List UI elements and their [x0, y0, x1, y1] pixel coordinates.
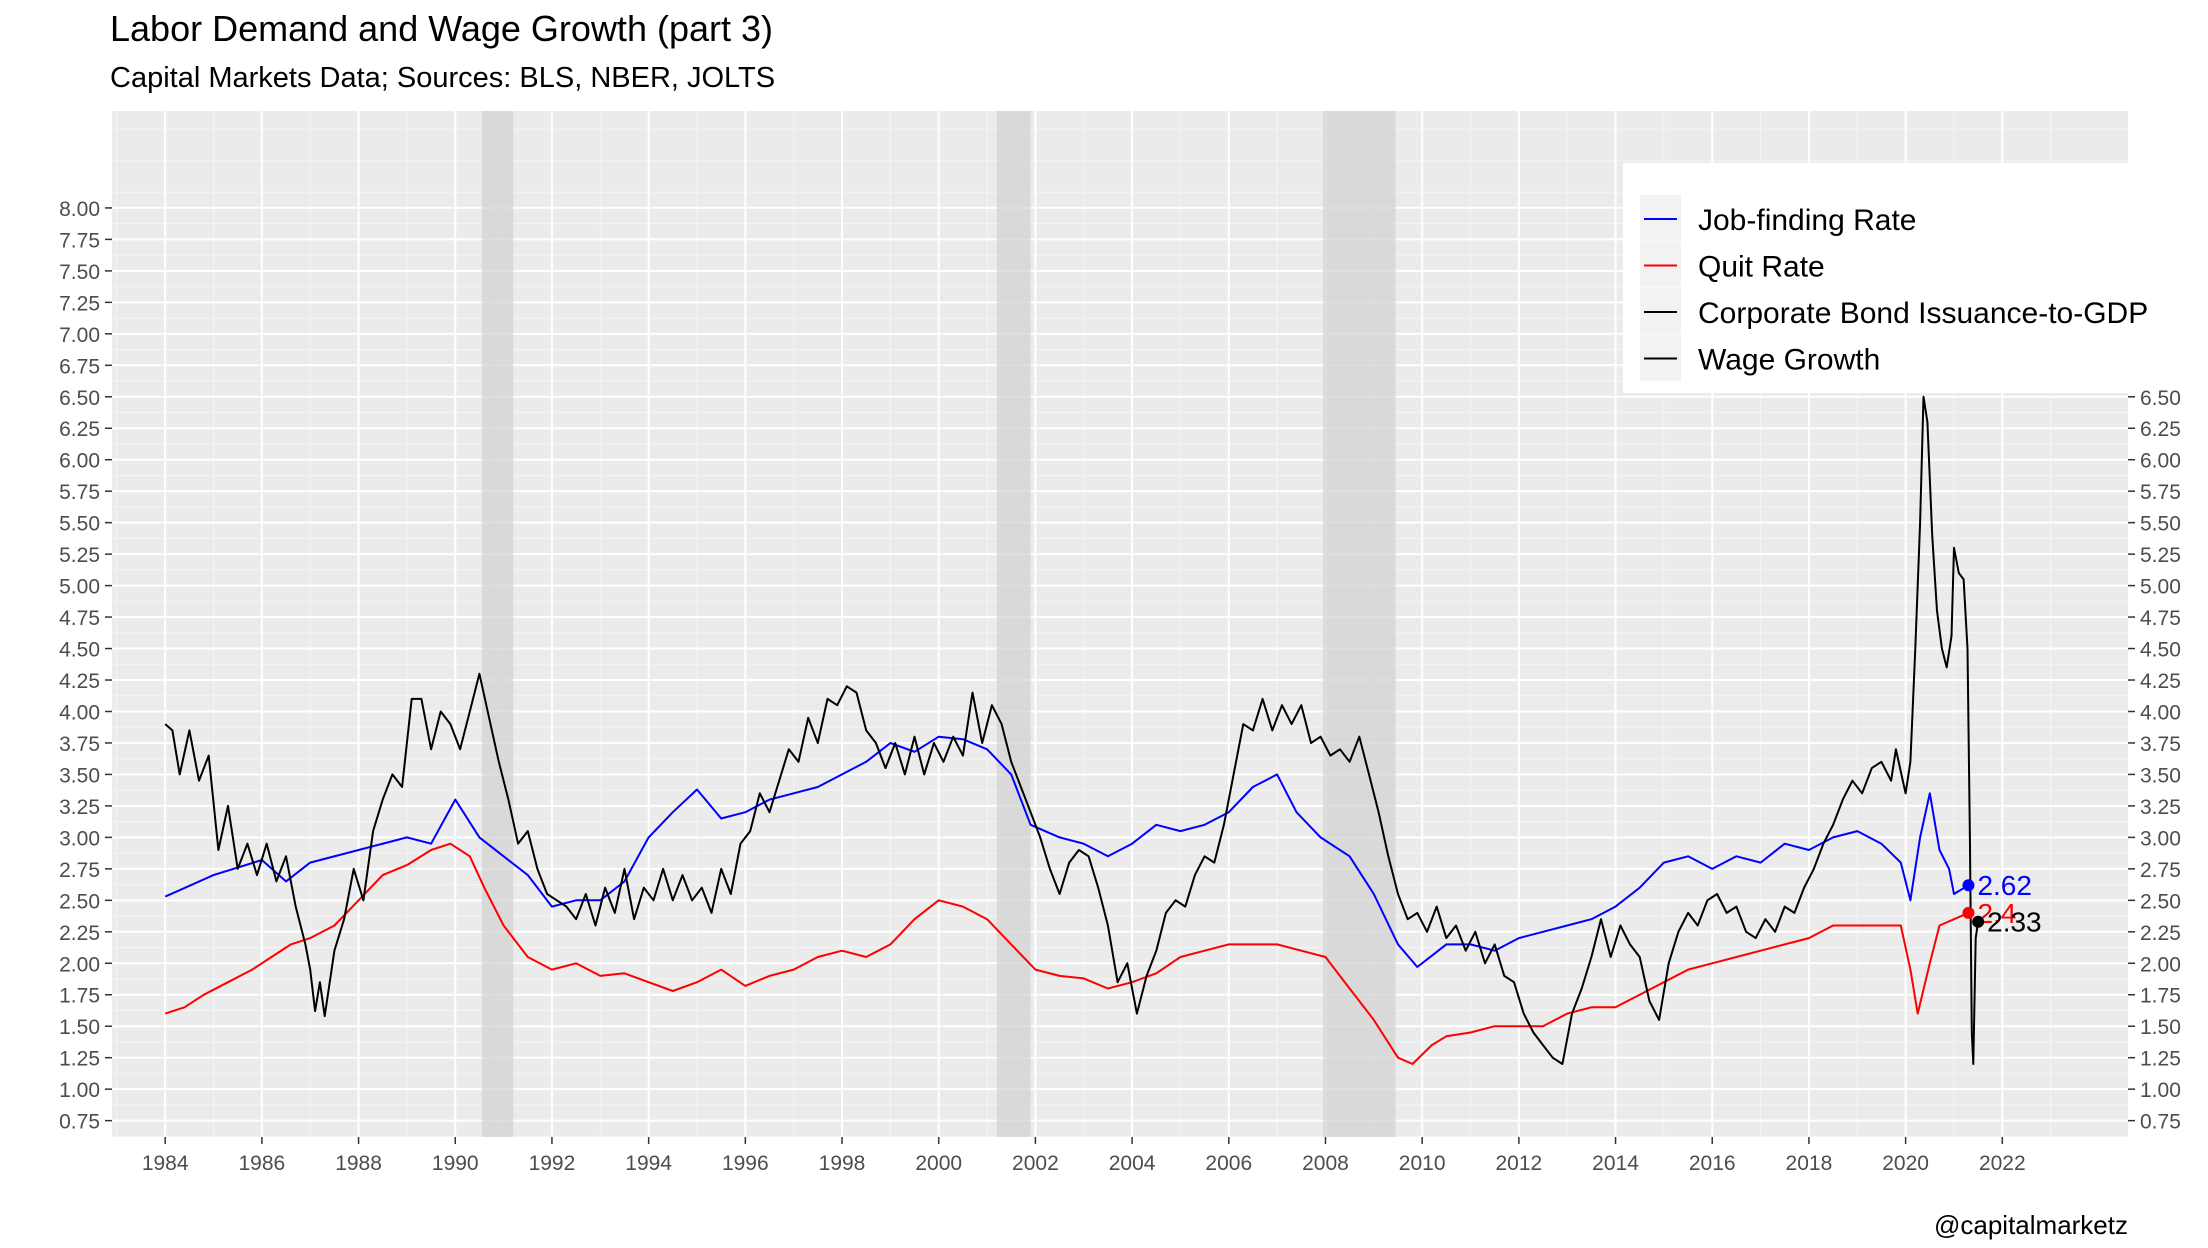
recession-band [996, 111, 1031, 1137]
y-tick-label: 5.00 [59, 576, 100, 599]
x-tick-label: 2012 [1495, 1152, 1542, 1175]
y-tick-label-right: 1.50 [2140, 1016, 2181, 1039]
y-tick-label: 6.75 [59, 355, 100, 378]
y-tick-label-right: 5.25 [2140, 544, 2181, 567]
y-tick-label: 5.25 [59, 544, 100, 567]
chart-subtitle: Capital Markets Data; Sources: BLS, NBER… [110, 62, 776, 94]
legend-label: Quit Rate [1698, 251, 1825, 284]
y-tick-label-right: 5.50 [2140, 513, 2181, 536]
y-tick-label: 1.00 [59, 1079, 100, 1102]
y-tick-label: 3.25 [59, 796, 100, 819]
y-tick-label: 7.75 [59, 229, 100, 252]
y-tick-label: 1.75 [59, 985, 100, 1008]
x-tick-label: 1986 [239, 1152, 286, 1175]
x-tick-label: 2000 [915, 1152, 962, 1175]
x-tick-label: 1998 [819, 1152, 866, 1175]
y-tick-label: 2.00 [59, 953, 100, 976]
y-tick-label-right: 3.00 [2140, 827, 2181, 850]
y-tick-label: 2.25 [59, 922, 100, 945]
series-line [164, 842, 1969, 1065]
y-tick-label: 7.50 [59, 261, 100, 284]
y-tick-label: 3.75 [59, 733, 100, 756]
y-tick-label: 2.75 [59, 859, 100, 882]
y-tick-label-right: 6.00 [2140, 450, 2181, 473]
end-value-label: 2.4 [1977, 898, 2016, 929]
x-tick-label: 1996 [722, 1152, 769, 1175]
y-tick-label-right: 2.00 [2140, 953, 2181, 976]
y-tick-label: 3.50 [59, 764, 100, 787]
y-tick-label: 3.00 [59, 827, 100, 850]
y-tick-label-right: 4.50 [2140, 639, 2181, 662]
y-tick-label-right: 4.25 [2140, 670, 2181, 693]
y-tick-label-right: 2.25 [2140, 922, 2181, 945]
y-tick-label-right: 5.00 [2140, 576, 2181, 599]
x-tick-label: 1992 [529, 1152, 576, 1175]
x-tick-label: 2018 [1786, 1152, 1833, 1175]
x-tick-label: 2010 [1399, 1152, 1446, 1175]
recession-band [481, 111, 514, 1137]
y-tick-label: 2.50 [59, 890, 100, 913]
x-tick-label: 1984 [142, 1152, 189, 1175]
y-tick-label: 0.75 [59, 1111, 100, 1134]
x-tick-label: 1994 [625, 1152, 672, 1175]
y-tick-label-right: 2.50 [2140, 890, 2181, 913]
end-point [1962, 879, 1975, 892]
y-tick-label: 1.25 [59, 1048, 100, 1071]
chart-caption: @capitalmarketz [1933, 1210, 2128, 1240]
y-tick-label: 6.00 [59, 450, 100, 473]
y-tick-label-right: 0.75 [2140, 1111, 2181, 1134]
y-tick-label-right: 1.75 [2140, 985, 2181, 1008]
y-tick-label: 4.25 [59, 670, 100, 693]
recession-band [1323, 111, 1396, 1137]
y-tick-label: 4.50 [59, 639, 100, 662]
x-tick-label: 1988 [335, 1152, 382, 1175]
y-tick-label-right: 1.25 [2140, 1048, 2181, 1071]
series-line [164, 395, 1980, 1065]
series-line [164, 735, 1970, 968]
y-tick-label-right: 6.50 [2140, 387, 2181, 410]
end-value-label: 2.33 [1987, 907, 2042, 938]
x-tick-label: 1990 [432, 1152, 479, 1175]
y-tick-label-right: 5.75 [2140, 481, 2181, 504]
y-tick-label-right: 3.75 [2140, 733, 2181, 756]
x-tick-label: 2014 [1592, 1152, 1639, 1175]
x-tick-label: 2006 [1205, 1152, 1252, 1175]
y-tick-label-right: 4.00 [2140, 701, 2181, 724]
chart-title: Labor Demand and Wage Growth (part 3) [110, 8, 773, 49]
end-point [1972, 915, 1985, 928]
end-value-label: 2.62 [1977, 870, 2032, 901]
y-tick-label: 8.00 [59, 198, 100, 221]
x-tick-label: 2016 [1689, 1152, 1736, 1175]
y-tick-label: 6.25 [59, 418, 100, 441]
x-tick-label: 2020 [1882, 1152, 1929, 1175]
legend-box [1623, 163, 2128, 393]
y-tick-label: 7.00 [59, 324, 100, 347]
x-tick-label: 2002 [1012, 1152, 1059, 1175]
y-tick-label: 6.50 [59, 387, 100, 410]
y-tick-label-right: 2.75 [2140, 859, 2181, 882]
y-tick-label: 5.75 [59, 481, 100, 504]
end-point [1962, 906, 1975, 919]
y-tick-label: 4.75 [59, 607, 100, 630]
y-tick-label: 4.00 [59, 701, 100, 724]
y-tick-label: 5.50 [59, 513, 100, 536]
y-tick-label: 1.50 [59, 1016, 100, 1039]
y-tick-label-right: 6.25 [2140, 418, 2181, 441]
legend-label: Wage Growth [1698, 344, 1880, 377]
y-tick-label: 7.25 [59, 292, 100, 315]
legend-label: Corporate Bond Issuance-to-GDP [1698, 297, 2148, 330]
x-tick-label: 2022 [1979, 1152, 2026, 1175]
legend-label: Job-finding Rate [1698, 204, 1916, 237]
y-tick-label-right: 4.75 [2140, 607, 2181, 630]
y-tick-label-right: 3.50 [2140, 764, 2181, 787]
x-tick-label: 2008 [1302, 1152, 1349, 1175]
y-tick-label-right: 1.00 [2140, 1079, 2181, 1102]
x-tick-label: 2004 [1109, 1152, 1156, 1175]
y-tick-label-right: 3.25 [2140, 796, 2181, 819]
